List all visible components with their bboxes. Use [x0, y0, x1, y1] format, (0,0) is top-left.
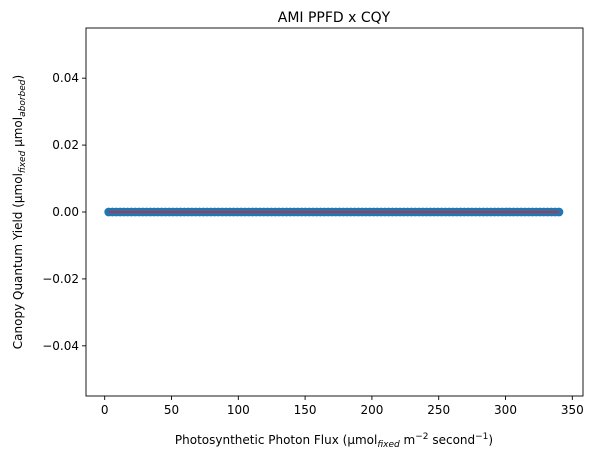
y-tick-label: −0.04 [42, 339, 79, 353]
chart-title: AMI PPFD x CQY [278, 10, 391, 26]
x-tick-label: 250 [427, 403, 450, 417]
y-tick-label: −0.02 [42, 272, 79, 286]
plot-area [104, 207, 564, 217]
x-axis-label: Photosynthetic Photon Flux (μmolfixed m−… [175, 432, 493, 450]
x-tick-label: 0 [101, 403, 109, 417]
x-tick-label: 50 [164, 403, 179, 417]
x-tick-label: 300 [494, 403, 517, 417]
x-tick-label: 100 [227, 403, 250, 417]
x-axis-ticks: 0 50 100 150 200 250 300 350 [101, 396, 584, 417]
y-axis-label: Canopy Quantum Yield (μmolfixed μmolabor… [11, 75, 28, 349]
y-tick-label: 0.00 [52, 205, 79, 219]
x-tick-label: 200 [360, 403, 383, 417]
x-tick-label: 150 [294, 403, 317, 417]
x-tick-label: 350 [561, 403, 584, 417]
y-axis-ticks: −0.04 −0.02 0.00 0.02 0.04 [42, 71, 86, 353]
y-tick-label: 0.04 [52, 71, 79, 85]
y-tick-label: 0.02 [52, 138, 79, 152]
